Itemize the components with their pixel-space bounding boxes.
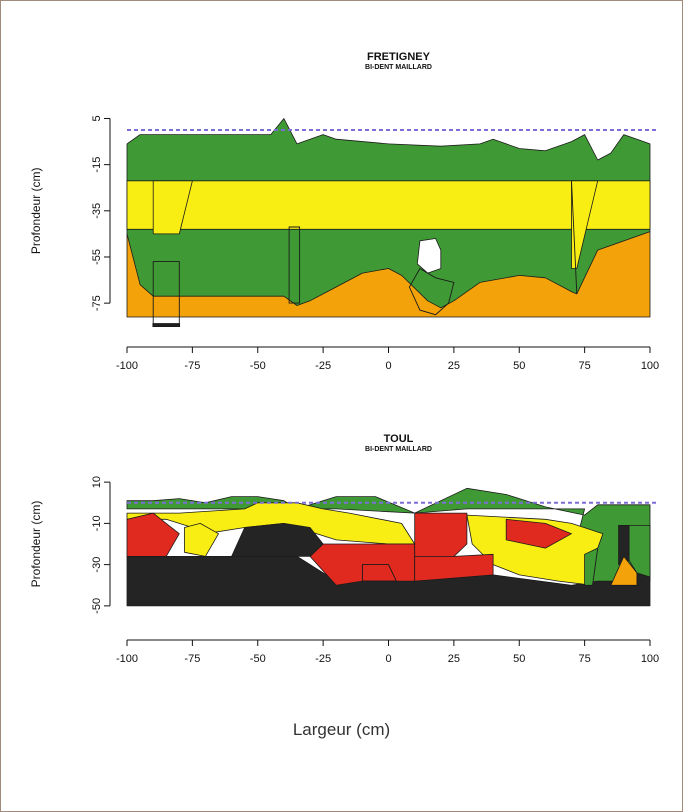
x-tick-label: 0 (385, 360, 391, 372)
y-tick-label: 5 (91, 115, 103, 121)
x-tick-label: 0 (385, 653, 391, 665)
plot-subtitle: BI-DENT MAILLARD (365, 64, 432, 71)
y-tick-label: -30 (91, 557, 103, 573)
x-tick-label: -50 (250, 653, 266, 665)
y-tick-label: -55 (91, 249, 103, 265)
plot-subtitle: BI-DENT MAILLARD (365, 446, 432, 453)
layer-yellow-right (571, 180, 599, 269)
x-tick-label: -25 (315, 360, 331, 372)
y-axis-label: Profondeur (cm) (29, 167, 43, 254)
layer-red-right (505, 518, 572, 549)
y-tick-label: -75 (91, 295, 103, 311)
x-tick-label: -100 (116, 360, 138, 372)
outline-1 (288, 226, 301, 304)
layer-yellow-small (184, 523, 219, 557)
outline-3 (408, 267, 455, 316)
x-tick-label: 100 (641, 360, 659, 372)
outline-2 (571, 180, 578, 294)
bar-0 (152, 323, 181, 327)
y-tick-label: -15 (91, 157, 103, 173)
layer-white-pocket (416, 238, 442, 274)
x-tick-label: -75 (184, 360, 200, 372)
x-tick-label: -25 (315, 653, 331, 665)
x-tick-label: 75 (579, 653, 591, 665)
x-tick-label: 75 (579, 360, 591, 372)
outline-0 (361, 564, 398, 582)
x-tick-label: 50 (513, 360, 525, 372)
layer-yellow-band (126, 180, 651, 230)
x-tick-label: 100 (641, 653, 659, 665)
x-tick-label: -75 (184, 653, 200, 665)
x-axis-label: Largeur (cm) (292, 720, 391, 739)
x-tick-label: 25 (448, 360, 460, 372)
x-tick-label: 25 (448, 653, 460, 665)
layer-yellow-left (152, 180, 193, 235)
layer-black-inner (231, 523, 324, 557)
x-tick-label: 50 (513, 653, 525, 665)
plot-title: TOUL (384, 433, 414, 445)
y-tick-label: -10 (91, 515, 103, 531)
y-axis-label: Profondeur (cm) (29, 501, 43, 588)
y-tick-label: -35 (91, 203, 103, 219)
layer-green-right-left (584, 547, 599, 586)
layer-red-left (126, 512, 180, 557)
y-tick-label: 10 (91, 476, 103, 488)
x-tick-label: -100 (116, 653, 138, 665)
layer-green-right (628, 525, 651, 578)
plot-title: FRETIGNEY (367, 51, 431, 63)
layer-green-top (126, 487, 651, 586)
layer-red-lower (414, 553, 494, 582)
layer-red-tall (414, 512, 468, 557)
y-tick-label: -50 (91, 598, 103, 614)
x-tick-label: -50 (250, 360, 266, 372)
